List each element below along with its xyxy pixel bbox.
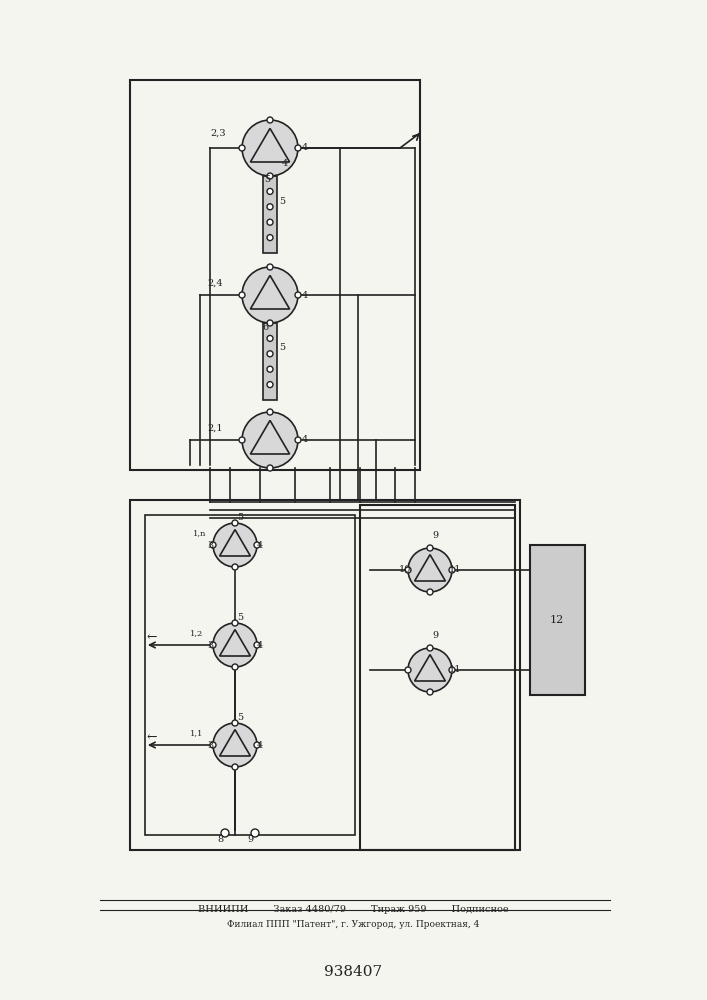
Circle shape	[267, 335, 273, 341]
Circle shape	[254, 642, 260, 648]
Circle shape	[408, 648, 452, 692]
Bar	[130, 500, 520, 850]
Circle shape	[254, 542, 260, 548]
Circle shape	[449, 567, 455, 573]
Circle shape	[267, 235, 273, 241]
Circle shape	[267, 117, 273, 123]
Circle shape	[295, 437, 301, 443]
Circle shape	[267, 320, 273, 326]
Circle shape	[239, 292, 245, 298]
Text: 8: 8	[217, 836, 223, 844]
Text: 9: 9	[432, 530, 438, 540]
Text: 4: 4	[302, 436, 308, 444]
Text: ←: ←	[147, 730, 157, 744]
Text: 3: 3	[207, 540, 213, 550]
Text: 10: 10	[399, 566, 411, 574]
Circle shape	[232, 764, 238, 770]
Circle shape	[449, 667, 455, 673]
Circle shape	[242, 412, 298, 468]
Circle shape	[427, 545, 433, 551]
Bar	[145, 515, 355, 835]
Circle shape	[239, 145, 245, 151]
Bar	[130, 80, 420, 470]
Text: 5: 5	[264, 176, 270, 184]
Text: 4: 4	[257, 740, 263, 750]
Circle shape	[232, 520, 238, 526]
Circle shape	[210, 542, 216, 548]
Text: 5: 5	[279, 196, 285, 206]
Circle shape	[408, 548, 452, 592]
Circle shape	[295, 145, 301, 151]
Circle shape	[267, 173, 273, 179]
Bar	[263, 176, 277, 253]
Circle shape	[213, 523, 257, 567]
Circle shape	[232, 620, 238, 626]
Circle shape	[267, 351, 273, 357]
Circle shape	[267, 219, 273, 225]
Circle shape	[213, 723, 257, 767]
Circle shape	[267, 204, 273, 210]
Circle shape	[221, 829, 229, 837]
Circle shape	[242, 267, 298, 323]
Circle shape	[267, 366, 273, 372]
Text: 3: 3	[207, 641, 213, 650]
Text: 6: 6	[262, 322, 268, 332]
Text: 5: 5	[237, 512, 243, 522]
Circle shape	[427, 645, 433, 651]
Circle shape	[427, 689, 433, 695]
Circle shape	[267, 409, 273, 415]
Circle shape	[210, 742, 216, 748]
Text: 5: 5	[237, 612, 243, 621]
Text: 1,2: 1,2	[190, 629, 204, 637]
Text: 4: 4	[302, 290, 308, 300]
Text: 5: 5	[237, 712, 243, 722]
Text: 9: 9	[432, 631, 438, 640]
Text: 11: 11	[449, 666, 461, 674]
Circle shape	[232, 564, 238, 570]
Text: 2,3: 2,3	[210, 128, 226, 137]
Text: 3: 3	[207, 740, 213, 750]
Circle shape	[295, 292, 301, 298]
Circle shape	[427, 589, 433, 595]
Circle shape	[267, 382, 273, 388]
Text: 4: 4	[302, 143, 308, 152]
Text: ←: ←	[147, 631, 157, 644]
Circle shape	[213, 623, 257, 667]
Text: 9: 9	[247, 836, 253, 844]
Circle shape	[254, 742, 260, 748]
Circle shape	[251, 829, 259, 837]
Text: 938407: 938407	[325, 965, 382, 979]
Text: 4: 4	[282, 158, 288, 167]
Circle shape	[405, 667, 411, 673]
Circle shape	[267, 264, 273, 270]
Bar	[360, 505, 515, 850]
Circle shape	[210, 642, 216, 648]
Circle shape	[405, 567, 411, 573]
Circle shape	[232, 720, 238, 726]
Bar	[530, 545, 585, 695]
Circle shape	[267, 465, 273, 471]
Text: 12: 12	[550, 615, 564, 625]
Text: 11: 11	[449, 566, 461, 574]
Text: 1,n: 1,n	[193, 529, 206, 537]
Text: ВНИИПИ        Заказ 4480/79        Тираж 959        Подписное: ВНИИПИ Заказ 4480/79 Тираж 959 Подписное	[198, 905, 508, 914]
Text: 2,1: 2,1	[207, 424, 223, 432]
Circle shape	[239, 437, 245, 443]
Text: 4: 4	[257, 540, 263, 550]
Circle shape	[242, 120, 298, 176]
Text: 5: 5	[279, 344, 285, 353]
Text: 4: 4	[257, 641, 263, 650]
Circle shape	[232, 664, 238, 670]
Text: Филиал ППП "Патент", г. Ужгород, ул. Проектная, 4: Филиал ППП "Патент", г. Ужгород, ул. Про…	[227, 920, 479, 929]
Bar	[263, 323, 277, 400]
Text: 2,4: 2,4	[207, 278, 223, 288]
Circle shape	[267, 188, 273, 194]
Text: 1,1: 1,1	[190, 729, 204, 737]
